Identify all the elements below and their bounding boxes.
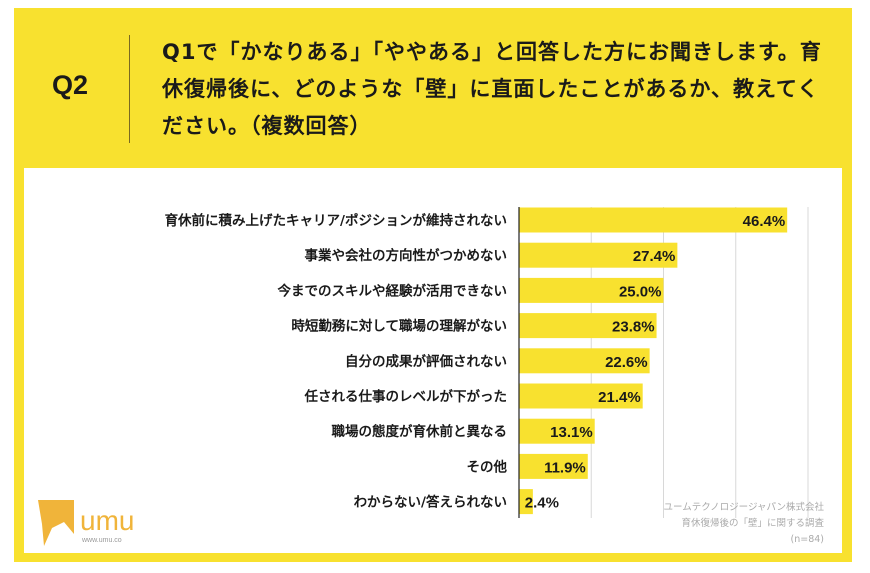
bar (519, 348, 650, 374)
bar (519, 207, 788, 233)
category-label: 育休前に積み上げたキャリア/ポジションが維持されない (165, 212, 507, 229)
data-label: 46.4% (743, 213, 786, 230)
umu-logo: umu www.umu.co (34, 494, 144, 554)
logo-text: umu (80, 505, 134, 536)
data-label: 13.1% (550, 424, 593, 441)
bar (519, 277, 664, 303)
divider (129, 35, 130, 143)
bar (519, 453, 588, 479)
logo-mark (38, 500, 74, 546)
category-label: 事業や会社の方向性がつかめない (305, 247, 508, 264)
data-label: 2.4% (525, 495, 559, 512)
credit-survey: 育休復帰後の「壁」に関する調査 (681, 518, 824, 529)
category-label: 任される仕事のレベルが下がった (304, 388, 508, 405)
credit-sample: (n=84) (790, 534, 824, 545)
category-label: 時短勤務に対して職場の理解がない (291, 318, 507, 335)
source-credit: ユームテクノロジージャパン株式会社 育休復帰後の「壁」に関する調査 (n=84) (664, 500, 824, 548)
logo-url: www.umu.co (81, 537, 122, 544)
data-label: 27.4% (633, 248, 676, 265)
question-number: Q2 (52, 70, 89, 100)
data-label: 25.0% (619, 283, 662, 300)
data-label: 23.8% (612, 319, 655, 336)
bar (519, 489, 533, 515)
bar (519, 313, 657, 339)
category-label: 今までのスキルや経験が活用できない (278, 282, 508, 299)
credit-company: ユームテクノロジージャパン株式会社 (663, 502, 824, 513)
data-label: 22.6% (605, 354, 648, 371)
data-label: 21.4% (598, 389, 641, 406)
category-label: わからない/答えられない (354, 494, 507, 511)
question-text: Q1で「かなりある」「ややある」と回答した方にお聞きします。育休復帰後に、どのよ… (162, 40, 822, 138)
bar (519, 242, 678, 268)
category-label: 自分の成果が評価されない (345, 353, 507, 370)
bar (519, 383, 643, 409)
data-label: 11.9% (544, 459, 586, 476)
bar (519, 418, 595, 444)
category-label: その他 (467, 458, 508, 475)
category-label: 職場の態度が育休前と異なる (332, 423, 508, 440)
